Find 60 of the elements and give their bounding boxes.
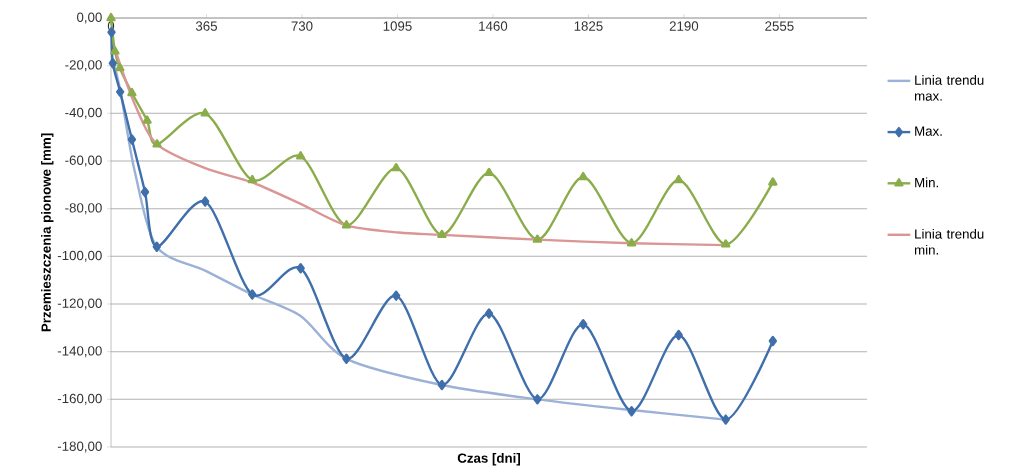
point [247, 174, 257, 184]
y-tick-label: -60,00 [65, 155, 102, 167]
point [108, 58, 118, 69]
point [127, 134, 137, 145]
point [248, 289, 257, 300]
point [437, 229, 447, 239]
y-tick-label: 0,00 [76, 12, 102, 24]
x-tick-label: 730 [291, 21, 313, 31]
point [674, 174, 684, 184]
point [627, 406, 636, 417]
point [342, 353, 351, 364]
point [106, 12, 116, 22]
legend-label: Linia trendu max. [914, 75, 984, 101]
y-tick-label: -20,00 [65, 60, 102, 72]
point [578, 171, 588, 181]
y-tick-label: -180,00 [57, 441, 102, 453]
point [200, 196, 210, 207]
y-tick-label: -120,00 [57, 298, 102, 310]
point [484, 308, 494, 319]
point [115, 86, 125, 98]
point [110, 46, 120, 55]
point [437, 379, 447, 391]
point [391, 162, 401, 172]
point [578, 319, 588, 330]
point [115, 62, 125, 72]
x-axis-title: Czas [dni] [457, 453, 520, 466]
point [533, 394, 542, 405]
point [296, 151, 306, 160]
point [626, 238, 637, 247]
point [674, 329, 683, 341]
legend-label: Max. [915, 126, 942, 136]
y-tick-label: -100,00 [57, 250, 102, 262]
point [200, 108, 210, 117]
y-axis-title: Przemieszczenia pionowe [mm] [41, 133, 54, 332]
x-tick-label: 2555 [765, 21, 794, 31]
x-tick-label: 2190 [669, 21, 699, 31]
y-tick-label: -80,00 [65, 203, 102, 215]
x-tick-label: 1095 [383, 21, 412, 31]
point [341, 220, 352, 229]
legend-label: Linia trendu min. [914, 228, 984, 255]
point [152, 241, 161, 252]
point [532, 234, 543, 243]
point [152, 139, 162, 148]
x-tick-label: 365 [195, 21, 218, 31]
point [140, 186, 150, 198]
y-tick-label: -140,00 [57, 346, 102, 358]
point [391, 290, 401, 301]
y-tick-label: -40,00 [65, 107, 102, 119]
x-tick-label: 1825 [574, 21, 603, 31]
point [768, 177, 778, 186]
x-tick-label: 1460 [479, 21, 508, 31]
point [142, 115, 152, 124]
point [484, 167, 494, 177]
point [296, 263, 305, 274]
point [721, 414, 730, 425]
point [127, 87, 137, 97]
y-tick-label: -160,00 [57, 393, 102, 405]
point [768, 335, 778, 347]
legend-label: Min. [915, 177, 938, 188]
point [721, 239, 731, 248]
